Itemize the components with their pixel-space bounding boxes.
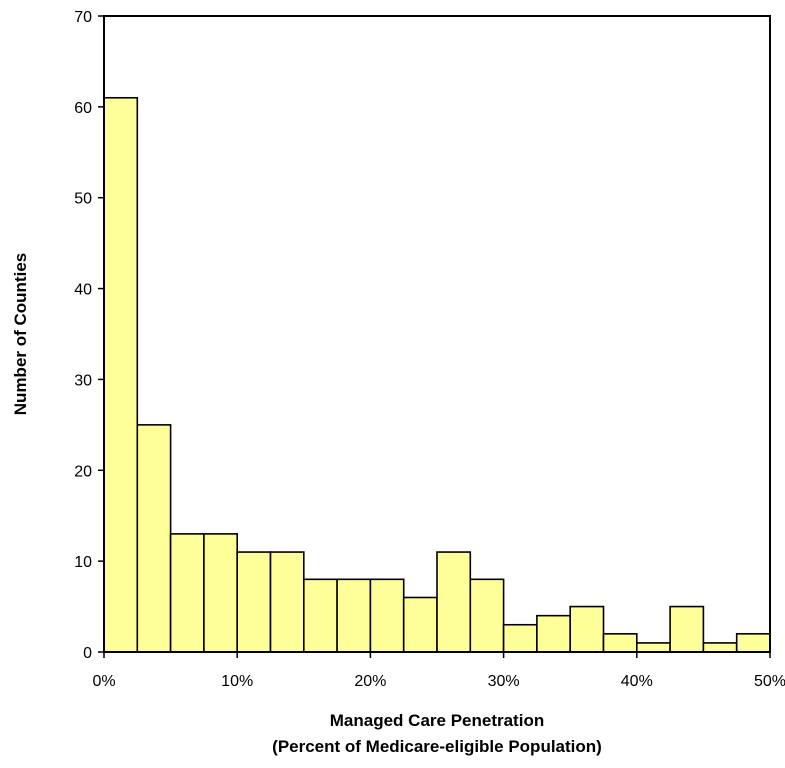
y-axis-label: Number of Counties (11, 253, 30, 415)
x-tick-label: 10% (221, 673, 253, 690)
x-axis-label-line2: (Percent of Medicare-eligible Population… (272, 737, 602, 756)
y-tick-label: 30 (74, 372, 92, 389)
histogram-bar (369, 578, 405, 653)
histogram-bar (136, 424, 172, 653)
y-tick-label: 0 (83, 645, 92, 662)
histogram-bar (402, 596, 438, 653)
histogram-bar (702, 642, 738, 653)
histogram-bar (569, 605, 605, 653)
histogram-bar (269, 551, 305, 653)
histogram-bar (336, 578, 372, 653)
x-axis-ticks: 0% 10% 20% 30% 40% 50% (92, 652, 785, 690)
y-tick-label: 20 (74, 463, 92, 480)
histogram-bar (103, 96, 139, 653)
histogram-bar (602, 633, 638, 653)
x-tick-label: 20% (354, 673, 386, 690)
bars-group (103, 96, 771, 653)
y-axis-ticks: 0 10 20 30 40 50 60 70 (74, 9, 104, 662)
plot-frame (103, 15, 771, 653)
x-axis-label: Managed Care Penetration (330, 711, 544, 730)
histogram-bar (469, 578, 505, 653)
y-tick-label: 60 (74, 100, 92, 117)
y-tick-label: 50 (74, 191, 92, 208)
histogram-bar (635, 642, 671, 653)
y-tick-label: 40 (74, 282, 92, 299)
histogram-bar (669, 605, 705, 653)
histogram-bar (169, 533, 205, 653)
histogram-bar (536, 614, 572, 653)
y-tick-label: 70 (74, 9, 92, 26)
histogram-bar (302, 578, 338, 653)
histogram-bar (436, 551, 472, 653)
histogram-bar (502, 623, 538, 653)
x-tick-label: 50% (754, 673, 785, 690)
y-tick-label: 10 (74, 554, 92, 571)
x-tick-label: 30% (488, 673, 520, 690)
x-tick-label: 40% (621, 673, 653, 690)
histogram-bar (735, 633, 771, 653)
histogram-bar (203, 533, 238, 653)
x-tick-label: 0% (92, 673, 115, 690)
histogram-bar (236, 551, 272, 653)
